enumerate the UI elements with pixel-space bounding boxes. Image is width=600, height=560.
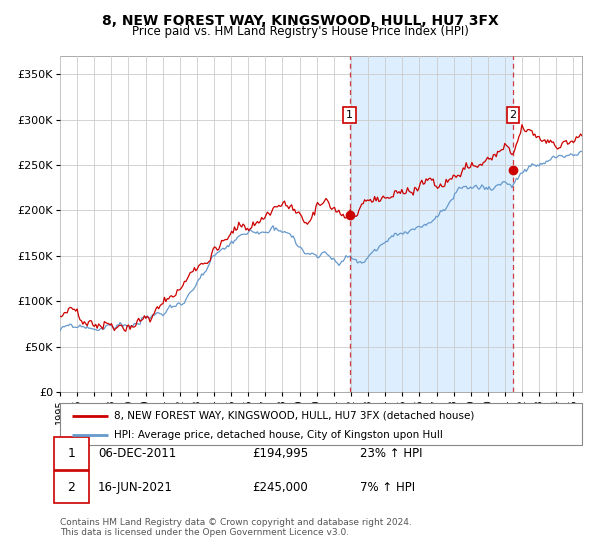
Text: HPI: Average price, detached house, City of Kingston upon Hull: HPI: Average price, detached house, City… (114, 430, 443, 440)
Text: 06-DEC-2011: 06-DEC-2011 (98, 447, 176, 460)
Text: 1: 1 (346, 110, 353, 120)
Text: 7% ↑ HPI: 7% ↑ HPI (360, 480, 415, 494)
Text: Price paid vs. HM Land Registry's House Price Index (HPI): Price paid vs. HM Land Registry's House … (131, 25, 469, 38)
Text: 1: 1 (67, 447, 76, 460)
Text: 16-JUN-2021: 16-JUN-2021 (98, 480, 173, 494)
Text: 23% ↑ HPI: 23% ↑ HPI (360, 447, 422, 460)
Bar (350, 56, 513, 392)
Text: £245,000: £245,000 (252, 480, 308, 494)
Text: £194,995: £194,995 (252, 447, 308, 460)
Text: Contains HM Land Registry data © Crown copyright and database right 2024.
This d: Contains HM Land Registry data © Crown c… (60, 518, 412, 538)
Text: 8, NEW FOREST WAY, KINGSWOOD, HULL, HU7 3FX (detached house): 8, NEW FOREST WAY, KINGSWOOD, HULL, HU7 … (114, 411, 475, 421)
Text: 2: 2 (67, 480, 76, 494)
Text: 8, NEW FOREST WAY, KINGSWOOD, HULL, HU7 3FX: 8, NEW FOREST WAY, KINGSWOOD, HULL, HU7 … (101, 14, 499, 28)
Text: 2: 2 (509, 110, 517, 120)
